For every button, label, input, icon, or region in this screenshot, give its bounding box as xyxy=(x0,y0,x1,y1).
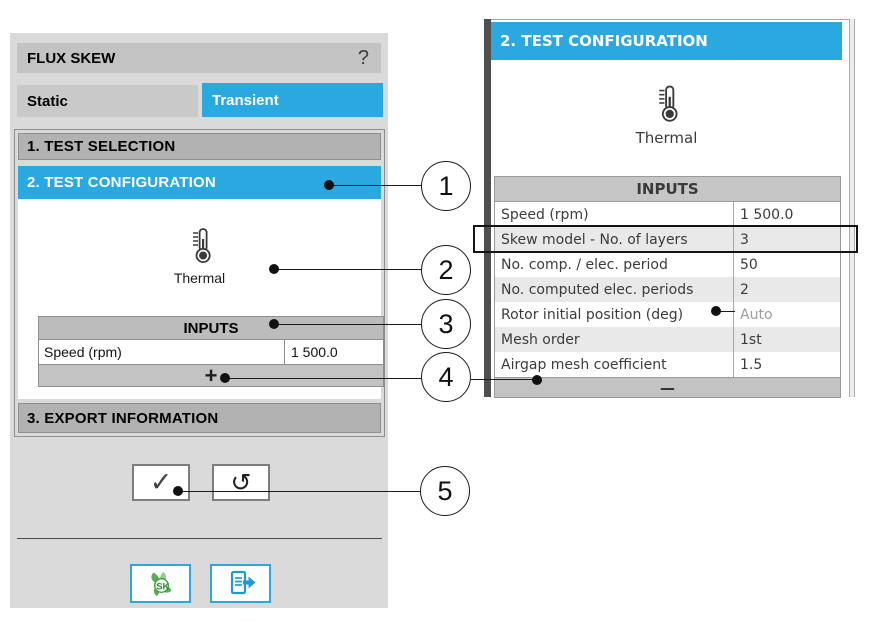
document-export-icon xyxy=(225,570,257,597)
callout-line xyxy=(274,324,421,325)
input-value[interactable]: Auto xyxy=(733,302,840,327)
export-report-button[interactable] xyxy=(210,564,271,603)
callout-circle-1: 1 xyxy=(421,161,471,211)
skew-row-highlight-box xyxy=(473,225,858,253)
panel-title-bar: FLUX SKEW ? xyxy=(17,43,381,73)
callout-circle-3: 3 xyxy=(421,299,471,349)
test-configuration-zoom-panel: 2. TEST CONFIGURATION xyxy=(484,19,855,398)
svg-text:SK: SK xyxy=(156,581,169,592)
sections-container: 1. TEST SELECTION 2. TEST CONFIGURATION xyxy=(14,129,385,437)
inputs-table: INPUTS Speed (rpm) 1 500.0 + xyxy=(38,316,384,387)
input-row: No. comp. / elec. period 50 xyxy=(495,252,840,277)
test-type-block: Thermal xyxy=(491,84,842,147)
test-type-block: Thermal xyxy=(18,227,381,286)
callout-dot xyxy=(173,486,183,496)
apply-button[interactable]: ✓ xyxy=(132,464,190,501)
input-label: Speed (rpm) xyxy=(44,344,122,360)
input-row: Mesh order 1st xyxy=(495,327,840,352)
callout-circle-4: 4 xyxy=(421,352,471,402)
thermometer-icon xyxy=(187,227,213,263)
skew-export-button[interactable]: SK xyxy=(130,564,191,603)
zoom-panel-body: Thermal INPUTS Speed (rpm) 1 500.0 Skew mo… xyxy=(491,60,842,398)
input-value[interactable]: 1.5 xyxy=(733,352,840,377)
section-test-selection[interactable]: 1. TEST SELECTION xyxy=(18,133,381,160)
callout-circle-5: 5 xyxy=(420,466,470,516)
input-value[interactable]: 50 xyxy=(733,252,840,277)
callout-line xyxy=(274,269,421,270)
callout-circle-2: 2 xyxy=(421,245,471,295)
input-row: Speed (rpm) 1 500.0 xyxy=(495,202,840,227)
input-value[interactable]: 2 xyxy=(733,277,840,302)
input-value[interactable]: 1 500.0 xyxy=(284,340,383,364)
test-type-label: Thermal xyxy=(635,129,698,147)
zoom-panel-header: 2. TEST CONFIGURATION xyxy=(491,22,842,60)
callout-line xyxy=(329,185,421,186)
callout-line xyxy=(471,379,537,380)
divider xyxy=(17,538,382,539)
help-icon[interactable]: ? xyxy=(357,47,369,69)
input-value[interactable]: 3 xyxy=(733,227,840,252)
section-test-configuration[interactable]: 2. TEST CONFIGURATION xyxy=(18,166,381,199)
callout-dot xyxy=(220,373,230,383)
callout-dot xyxy=(324,180,334,190)
callout-dot xyxy=(269,319,279,329)
tab-transient[interactable]: Transient xyxy=(202,83,383,117)
input-label: Airgap mesh coefficient xyxy=(501,356,667,373)
inputs-table-header: INPUTS xyxy=(38,316,384,340)
test-type-label: Thermal xyxy=(173,270,226,286)
flux-skew-panel: FLUX SKEW ? Static Transient 1. TEST SEL… xyxy=(10,33,388,608)
add-row-button[interactable]: + xyxy=(38,364,384,387)
check-icon: ✓ xyxy=(149,467,173,497)
reset-button[interactable]: ↺ xyxy=(212,464,270,501)
thermometer-icon xyxy=(653,84,680,122)
input-label: No. computed elec. periods xyxy=(501,281,694,298)
inputs-table: INPUTS Speed (rpm) 1 500.0 Skew model - No… xyxy=(494,176,841,398)
value-pointer-dot xyxy=(711,306,721,316)
zoom-panel-content: 2. TEST CONFIGURATION xyxy=(491,19,849,398)
scrollbar-track[interactable] xyxy=(849,19,855,397)
test-configuration-content: Thermal INPUTS Speed (rpm) 1 500.0 + xyxy=(18,199,384,399)
skew-fan-icon: SK xyxy=(145,569,177,599)
input-row: Airgap mesh coefficient 1.5 xyxy=(495,352,840,377)
input-row-speed: Speed (rpm) 1 500.0 xyxy=(38,340,384,365)
input-row: Rotor initial position (deg) Auto xyxy=(495,302,840,327)
tab-static[interactable]: Static xyxy=(17,85,198,117)
remove-row-button[interactable]: — xyxy=(495,377,840,397)
input-label: Rotor initial position (deg) xyxy=(501,306,684,323)
callout-dot xyxy=(269,264,279,274)
callout-line xyxy=(178,491,420,492)
callout-line xyxy=(225,378,421,379)
input-value[interactable]: 1 500.0 xyxy=(733,202,840,227)
input-value[interactable]: 1st xyxy=(733,327,840,352)
mode-tabs: Static Transient xyxy=(17,83,383,117)
inputs-table-rows: Speed (rpm) 1 500.0 Skew model - No. of la… xyxy=(495,202,840,377)
input-label: No. comp. / elec. period xyxy=(501,256,668,273)
input-label: Mesh order xyxy=(501,331,580,348)
panel-left-edge xyxy=(484,19,491,397)
panel-title: FLUX SKEW xyxy=(27,49,116,67)
inputs-table-header: INPUTS xyxy=(495,177,840,202)
reset-icon: ↺ xyxy=(230,468,252,497)
callout-dot xyxy=(532,375,542,385)
section-export-information[interactable]: 3. EXPORT INFORMATION xyxy=(18,403,381,433)
input-row: Skew model - No. of layers 3 xyxy=(495,227,840,252)
input-label: Speed (rpm) xyxy=(501,206,589,223)
input-row: No. computed elec. periods 2 xyxy=(495,277,840,302)
input-label: Skew model - No. of layers xyxy=(501,231,688,248)
value-pointer-line xyxy=(716,311,735,312)
